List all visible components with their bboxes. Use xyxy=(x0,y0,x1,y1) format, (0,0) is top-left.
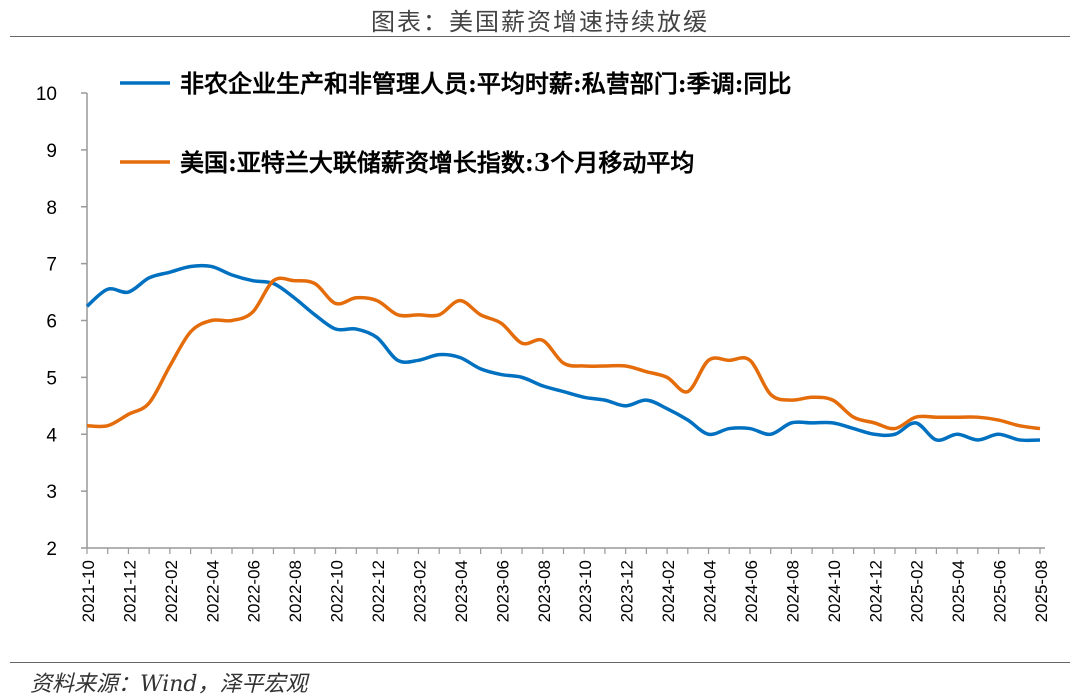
y-tick-label: 3 xyxy=(46,482,57,503)
x-tick-label: 2022-02 xyxy=(162,560,181,622)
x-tick-label: 2023-10 xyxy=(576,560,595,622)
y-tick-label: 10 xyxy=(36,84,57,105)
x-tick-label: 2023-04 xyxy=(452,560,471,622)
x-tick-label: 2024-06 xyxy=(742,560,761,622)
source-note: 资料来源：Wind，泽平宏观 xyxy=(30,672,308,697)
x-tick-label: 2022-12 xyxy=(369,560,388,622)
y-tick-label: 6 xyxy=(46,312,57,333)
y-tick-label: 2 xyxy=(46,539,57,560)
x-tick-label: 2024-04 xyxy=(701,560,720,622)
y-tick-label: 4 xyxy=(46,425,57,446)
series-line-1 xyxy=(85,263,1041,443)
x-tick-label: 2023-02 xyxy=(410,560,429,622)
x-tick-label: 2023-06 xyxy=(493,560,512,622)
x-tick-label: 2024-10 xyxy=(825,560,844,622)
x-tick-label: 2025-08 xyxy=(1032,560,1051,622)
x-tick-label: 2022-04 xyxy=(203,560,222,622)
figure-title: 图表：美国薪资增速持续放缓 xyxy=(371,8,709,36)
y-tick-label: 5 xyxy=(46,368,57,389)
legend-label-2: 美国:亚特兰大联储薪资增长指数:3个月移动平均 xyxy=(180,148,694,177)
x-tick-label: 2022-08 xyxy=(286,560,305,622)
bottom-divider xyxy=(10,662,1070,663)
x-tick-label: 2021-10 xyxy=(79,560,98,622)
x-tick-label: 2025-06 xyxy=(991,560,1010,622)
x-tick-label: 2023-08 xyxy=(535,560,554,622)
x-tick-label: 2025-02 xyxy=(908,560,927,622)
x-tick-label: 2022-06 xyxy=(245,560,264,622)
x-tick-label: 2021-12 xyxy=(120,560,139,622)
top-divider xyxy=(10,36,1070,37)
x-tick-label: 2022-10 xyxy=(328,560,347,622)
y-tick-label: 8 xyxy=(46,198,57,219)
legend-label-1: 非农企业生产和非管理人员:平均时薪:私营部门:季调:同比 xyxy=(180,69,791,98)
x-tick-label: 2025-04 xyxy=(949,560,968,622)
y-tick-label: 7 xyxy=(46,255,57,276)
x-tick-label: 2024-08 xyxy=(783,560,802,622)
y-tick-label: 9 xyxy=(46,141,57,162)
series-line-2 xyxy=(86,276,1041,431)
x-tick-label: 2023-12 xyxy=(618,560,637,622)
x-tick-label: 2024-02 xyxy=(659,560,678,622)
x-tick-label: 2024-12 xyxy=(866,560,885,622)
